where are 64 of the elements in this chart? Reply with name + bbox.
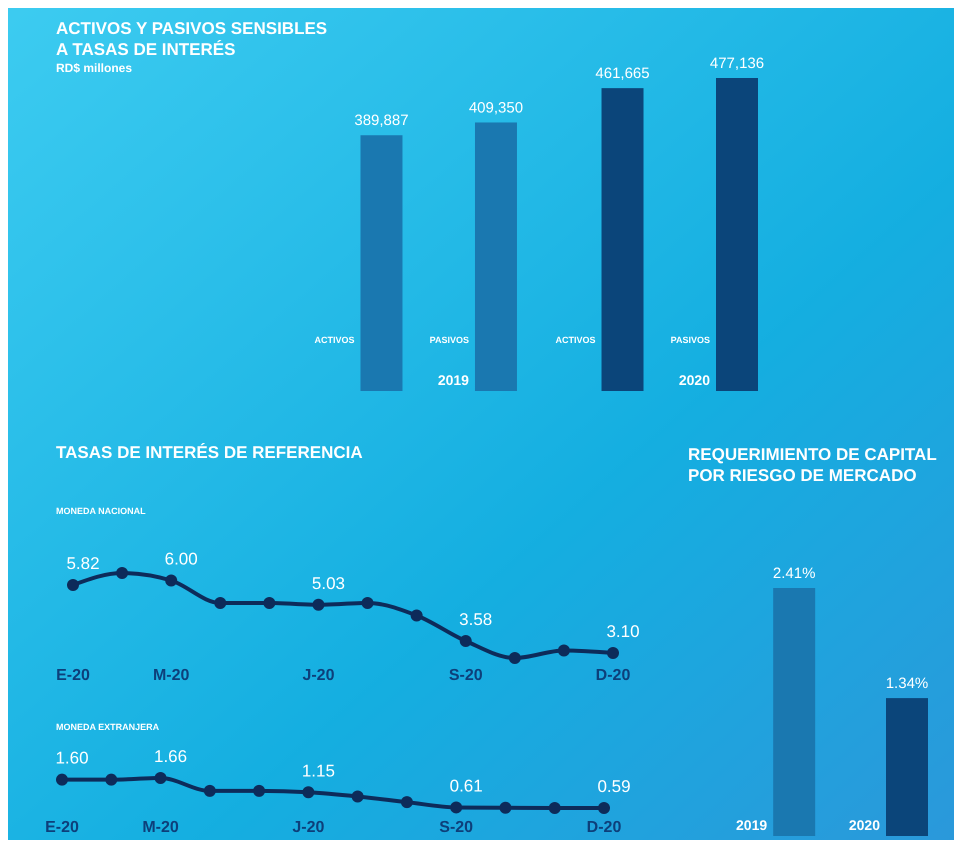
text: PASIVOS [670,335,710,345]
x-tick-label: M-20 [142,819,179,836]
data-label: 461,665 [595,65,650,82]
data-label: 1.15 [302,761,335,780]
point [598,802,610,814]
point [400,796,413,808]
point [204,784,216,797]
y-axis-title: RD$ millones [56,61,132,75]
point [56,774,68,786]
point [67,579,79,591]
x-tick-label: S-20 [439,819,474,836]
x-tick-label: J-20 [302,667,335,684]
data-label: 477,136 [710,55,764,72]
x-tick-label: M-20 [152,667,190,684]
data-label: 5.03 [312,574,345,593]
data-label: 0.59 [597,777,631,796]
point [105,774,118,786]
point [410,610,423,622]
x-tick-label: 2020 [848,817,880,833]
data-label: 1.34% [886,675,928,692]
point [508,652,521,664]
x-tick-label: E-20 [45,819,79,836]
data-label: 409,350 [468,99,524,116]
chart-title: REQUERIMIENTO DE CAPITAL POR RIESGO DE MERCADO [688,445,937,485]
point [548,802,561,814]
point [253,784,266,797]
data-label: 1.60 [55,748,89,768]
data-label: 1.66 [154,747,188,766]
point [165,574,178,586]
point [302,786,314,798]
point [362,597,374,609]
data-label: 6.00 [164,550,198,568]
x-tick-label: 2020 [678,372,710,388]
data-label: 389,887 [354,112,409,130]
x-tick-label: 2019 [736,817,768,833]
chart-subtitle: MONEDA NACIONAL [56,506,146,516]
data-label: 0.61 [450,776,483,796]
data-label: 3.10 [606,622,640,641]
x-tick-label: J-20 [292,819,324,836]
point [263,597,276,609]
data-label: 2.41% [772,565,816,582]
x-tick-label: 2019 [438,372,470,388]
point [312,598,324,611]
data-label: 3.58 [459,610,492,629]
point [154,772,167,784]
point [116,567,128,579]
point [214,597,226,609]
chart-title: TASAS DE INTERÉS DE REFERENCIA [56,442,363,462]
series-label: ACTIVOS [314,335,354,345]
point [558,644,570,656]
point [450,801,462,814]
point [499,802,512,814]
x-tick-label: E-20 [56,667,90,684]
point [460,635,472,647]
point [352,790,364,803]
text: ACTIVOS [555,335,596,345]
series-label: PASIVOS [430,335,469,345]
x-tick-label: D-20 [596,667,630,684]
data-label: 5.82 [66,554,100,573]
point [607,647,619,659]
text: ACTIVOS Y PASIVOS SENSIBLES A TASAS DE INTERÉS [56,19,328,59]
chart-subtitle: MONEDA EXTRANJERA [56,722,160,732]
x-tick-label: S-20 [448,667,483,684]
x-tick-label: D-20 [586,819,622,836]
